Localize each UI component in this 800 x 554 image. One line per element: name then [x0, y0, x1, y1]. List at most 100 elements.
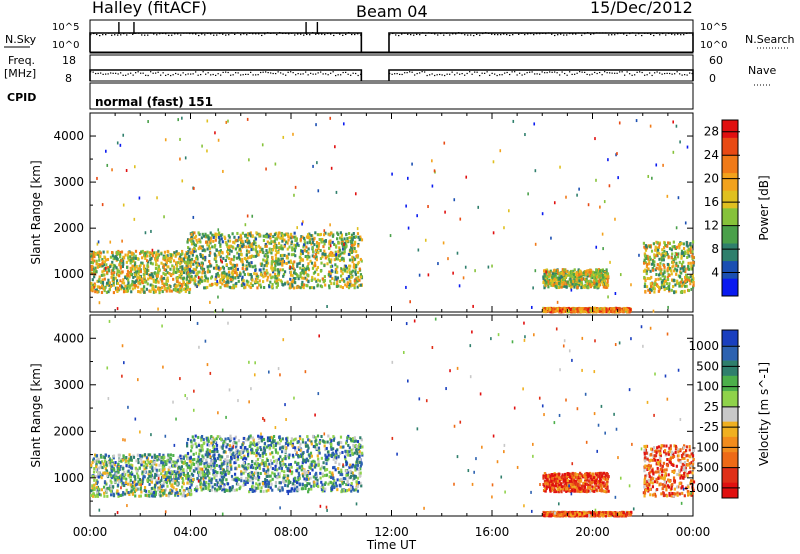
- echo-cell: [269, 479, 272, 483]
- echo-cell: [310, 242, 313, 246]
- echo-cell: [95, 475, 98, 479]
- echo-cell: [691, 273, 694, 277]
- nave-dot: [576, 72, 578, 74]
- echo-cell: [116, 483, 120, 487]
- nave-dot: [573, 73, 576, 75]
- echo-cell: [133, 281, 136, 285]
- echo-cell: [155, 263, 158, 267]
- echo-cell: [354, 235, 358, 239]
- echo-cell: [575, 278, 578, 282]
- echo-cell: [241, 263, 245, 267]
- echo-cell: [263, 286, 266, 290]
- echo-cell: [340, 257, 343, 261]
- echo-cell: [233, 235, 236, 239]
- echo-cell: [287, 238, 290, 242]
- echo-cell: [336, 265, 339, 269]
- echo-cell: [313, 236, 316, 240]
- echo-cell: [184, 494, 187, 498]
- echo-cell: [579, 274, 582, 278]
- echo-cell: [589, 271, 592, 275]
- echo-cell: [653, 282, 656, 286]
- colorbar-tick-label: 16: [704, 195, 719, 209]
- echo-cell: [229, 434, 232, 438]
- echo-cell: [670, 256, 673, 260]
- echo-cell: [208, 259, 211, 263]
- echo-cell: [169, 267, 172, 271]
- echo-cell: [512, 119, 515, 123]
- echo-cell: [274, 237, 277, 241]
- echo-cell: [148, 273, 152, 277]
- echo-cell: [274, 272, 277, 276]
- echo-cell: [443, 141, 446, 145]
- nave-dot: [408, 71, 411, 73]
- echo-cell: [106, 486, 109, 490]
- nsearch-dot: [505, 33, 508, 36]
- echo-cell: [207, 244, 211, 248]
- echo-cell: [283, 270, 287, 274]
- echo-cell: [458, 284, 461, 288]
- echo-cell: [254, 241, 257, 245]
- echo-cell: [323, 242, 326, 246]
- echo-cell: [192, 267, 195, 271]
- echo-cell: [561, 310, 564, 314]
- echo-cell: [149, 283, 152, 287]
- nsearch-dot: [150, 32, 152, 34]
- echo-cell: [287, 252, 290, 256]
- nave-dot: [563, 72, 566, 75]
- echo-cell: [119, 252, 122, 256]
- echo-cell: [354, 263, 358, 267]
- echo-cell: [181, 460, 184, 464]
- echo-cell: [230, 266, 233, 270]
- echo-cell: [573, 275, 577, 279]
- echo-cell: [687, 261, 690, 265]
- echo-cell: [131, 267, 134, 271]
- echo-cell: [661, 251, 664, 255]
- freq-series-line-0: [89, 69, 363, 81]
- echo-cell: [133, 261, 137, 265]
- echo-cell: [142, 287, 145, 291]
- nave-dot: [486, 71, 488, 73]
- echo-cell: [127, 251, 130, 255]
- nave-label: Nave: [748, 64, 776, 77]
- echo-cell: [124, 253, 127, 257]
- nave-dot: [335, 74, 337, 77]
- echo-cell: [600, 280, 604, 284]
- nsearch-dot: [484, 32, 487, 34]
- nave-dot: [170, 74, 172, 77]
- echo-cell: [211, 233, 214, 237]
- echo-cell: [561, 308, 564, 312]
- nave-dot: [641, 71, 643, 74]
- cpid-strip: CPID normal (fast) 151: [7, 82, 694, 110]
- echo-cell: [164, 460, 167, 464]
- echo-cell: [679, 140, 681, 144]
- echo-cell: [92, 492, 95, 496]
- echo-cell: [162, 484, 165, 488]
- echo-cell: [545, 272, 548, 276]
- nave-dot: [280, 72, 282, 74]
- nsearch-dot: [177, 33, 179, 35]
- echo-cell: [181, 249, 184, 253]
- echo-cell: [647, 267, 650, 271]
- echo-cell: [299, 259, 302, 263]
- echo-cell: [112, 291, 116, 295]
- nsearch-dot: [294, 34, 296, 36]
- echo-cell: [112, 474, 115, 478]
- nave-dot: [603, 71, 606, 73]
- echo-cell: [177, 456, 180, 460]
- echo-cell: [134, 466, 137, 470]
- echo-cell: [274, 162, 277, 166]
- echo-cell: [685, 273, 688, 277]
- echo-cell: [205, 234, 209, 238]
- echo-cell: [107, 460, 110, 464]
- echo-cell: [167, 475, 170, 479]
- echo-cell: [97, 487, 100, 491]
- echo-cell: [270, 266, 273, 270]
- echo-cell: [572, 308, 575, 312]
- echo-cell: [254, 279, 257, 283]
- echo-cell: [277, 258, 280, 262]
- echo-cell: [243, 273, 246, 277]
- echo-cell: [671, 245, 674, 249]
- echo-cell: [95, 270, 98, 274]
- echo-cell: [685, 284, 688, 288]
